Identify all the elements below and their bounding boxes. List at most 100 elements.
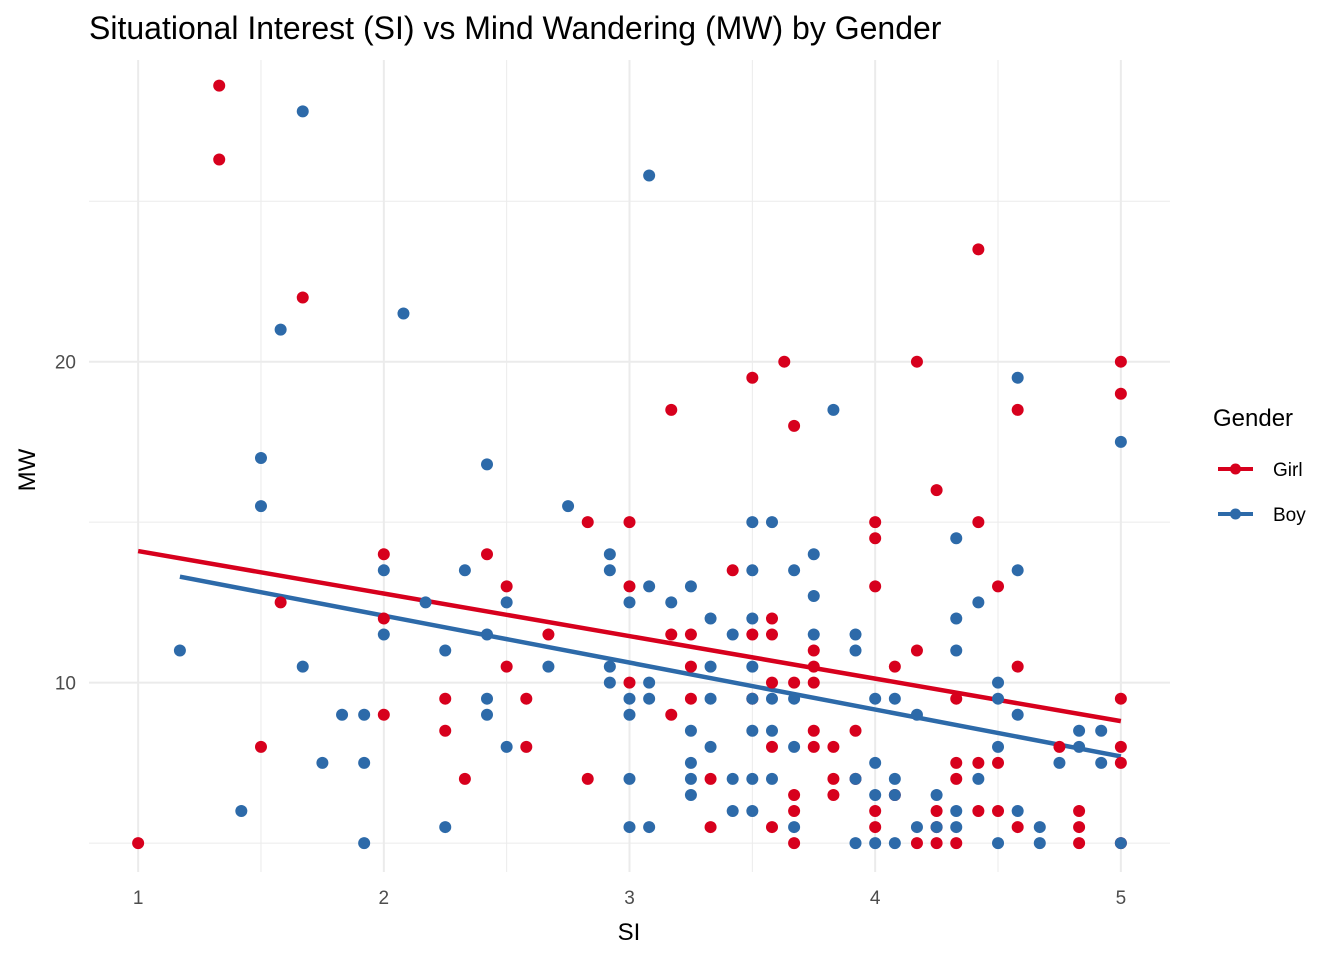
data-point-girl [827, 740, 840, 753]
data-point-boy [746, 516, 759, 529]
data-point-girl [684, 692, 697, 705]
data-point-boy [481, 708, 494, 721]
data-point-girl [972, 516, 985, 529]
data-point-boy [888, 837, 901, 850]
data-point-boy [888, 788, 901, 801]
data-point-boy [684, 788, 697, 801]
data-point-girl [1114, 740, 1127, 753]
data-point-boy [950, 821, 963, 834]
data-point-girl [254, 740, 267, 753]
data-point-boy [1011, 708, 1024, 721]
data-point-girl [746, 628, 759, 641]
data-point-boy [1011, 564, 1024, 577]
data-point-boy [500, 596, 513, 609]
data-point-boy [1033, 821, 1046, 834]
data-point-boy [765, 692, 778, 705]
data-point-girl [520, 740, 533, 753]
data-point-girl [704, 821, 717, 834]
data-point-boy [910, 708, 923, 721]
data-point-boy [623, 596, 636, 609]
data-point-girl [623, 516, 636, 529]
data-point-boy [274, 323, 287, 336]
data-point-boy [665, 596, 678, 609]
data-point-boy [746, 692, 759, 705]
x-tick-label: 5 [1116, 888, 1127, 909]
data-point-girl [274, 596, 287, 609]
data-point-girl [726, 564, 739, 577]
data-point-boy [358, 708, 371, 721]
data-point-boy [950, 612, 963, 625]
data-point-boy [358, 837, 371, 850]
data-point-boy [930, 821, 943, 834]
data-point-boy [623, 772, 636, 785]
data-point-boy [992, 692, 1005, 705]
data-point-girl [788, 805, 801, 818]
data-point-boy [684, 580, 697, 593]
legend-item-girl: Girl [1218, 460, 1303, 481]
data-point-girl [481, 548, 494, 561]
data-point-girl [765, 676, 778, 689]
data-point-boy [704, 660, 717, 673]
data-point-girl [132, 837, 145, 850]
data-point-boy [296, 105, 309, 118]
x-axis-title: SI [618, 919, 641, 946]
data-point-girl [992, 805, 1005, 818]
data-point-boy [765, 772, 778, 785]
data-point-girl [869, 821, 882, 834]
y-tick-label: 10 [55, 674, 76, 695]
data-point-boy [765, 516, 778, 529]
legend-label-boy: Boy [1273, 505, 1306, 526]
data-point-girl [1114, 387, 1127, 400]
data-point-girl [849, 724, 862, 737]
data-point-girl [950, 692, 963, 705]
data-point-girl [827, 788, 840, 801]
data-point-boy [746, 772, 759, 785]
data-point-boy [849, 837, 862, 850]
data-point-girl [869, 532, 882, 545]
data-point-boy [992, 676, 1005, 689]
data-point-girl [807, 644, 820, 657]
data-point-girl [377, 708, 390, 721]
data-point-girl [807, 724, 820, 737]
data-point-boy [1053, 756, 1066, 769]
data-point-boy [704, 692, 717, 705]
data-point-girl [746, 371, 759, 384]
data-point-girl [439, 724, 452, 737]
data-point-boy [603, 676, 616, 689]
data-point-boy [950, 805, 963, 818]
data-point-boy [746, 724, 759, 737]
x-tick-label: 1 [133, 888, 144, 909]
data-point-boy [643, 580, 656, 593]
data-point-boy [849, 644, 862, 657]
data-point-boy [684, 772, 697, 785]
data-point-boy [888, 692, 901, 705]
data-point-boy [807, 628, 820, 641]
data-point-girl [788, 788, 801, 801]
data-point-boy [643, 169, 656, 182]
data-point-boy [1114, 837, 1127, 850]
data-point-girl [377, 548, 390, 561]
data-point-boy [726, 772, 739, 785]
data-point-girl [910, 837, 923, 850]
data-point-girl [665, 708, 678, 721]
data-point-boy [972, 596, 985, 609]
data-point-girl [807, 740, 820, 753]
data-point-boy [869, 692, 882, 705]
data-point-boy [500, 740, 513, 753]
data-point-boy [704, 612, 717, 625]
data-point-boy [481, 628, 494, 641]
data-point-girl [869, 580, 882, 593]
data-point-girl [788, 837, 801, 850]
data-point-girl [807, 660, 820, 673]
data-point-girl [439, 692, 452, 705]
data-point-boy [992, 740, 1005, 753]
legend-label-girl: Girl [1273, 460, 1303, 481]
data-point-girl [972, 243, 985, 256]
data-point-boy [397, 307, 410, 320]
data-point-boy [726, 628, 739, 641]
data-point-girl [765, 628, 778, 641]
data-point-boy [746, 612, 759, 625]
data-point-girl [1011, 403, 1024, 416]
data-point-boy [643, 676, 656, 689]
